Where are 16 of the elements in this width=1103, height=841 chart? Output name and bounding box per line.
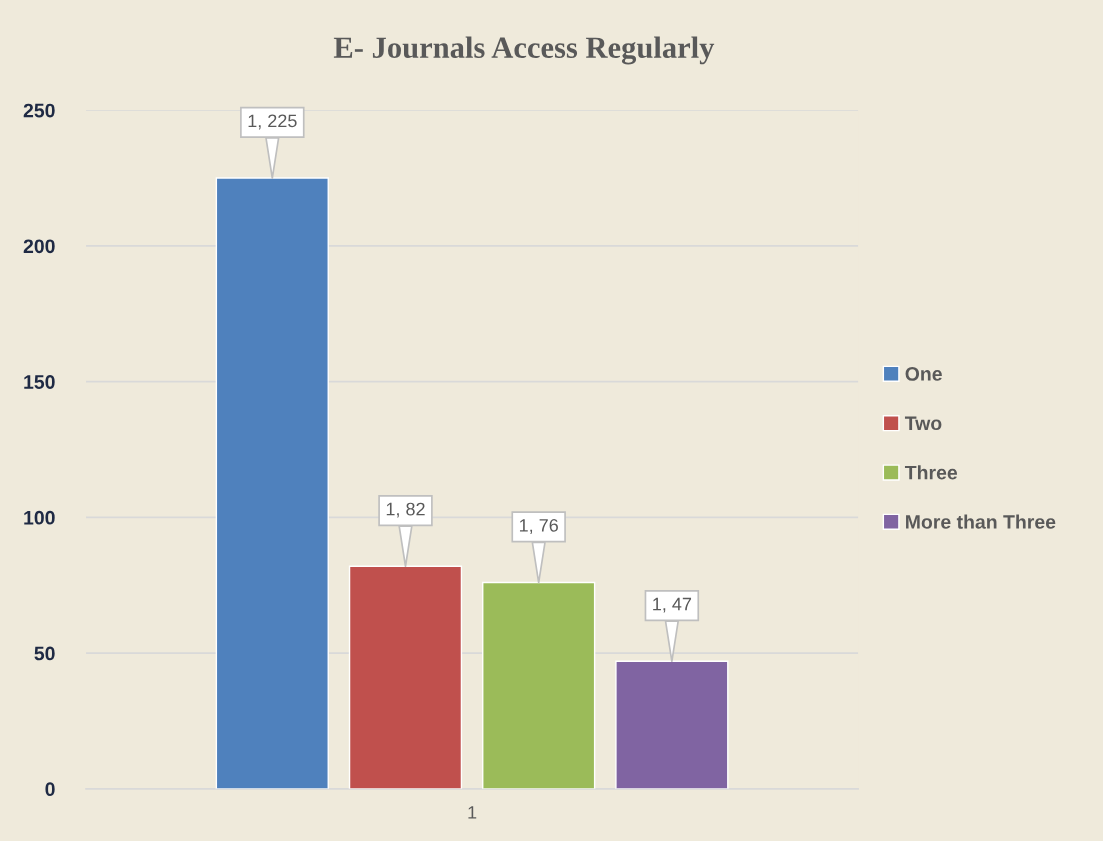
x-tick-label: 1	[468, 806, 477, 819]
chart-title: E- Journals Access Regularly	[333, 36, 715, 65]
y-tick-label: 50	[34, 646, 55, 661]
data-label: 1, 225	[248, 114, 297, 130]
data-label: 1, 76	[519, 518, 558, 534]
y-tick-label: 100	[24, 510, 55, 525]
y-tick-label: 0	[45, 782, 55, 797]
y-tick-label: 250	[23, 103, 55, 118]
y-tick-label: 200	[23, 239, 55, 254]
data-label: 1, 47	[653, 597, 692, 613]
data-label: 1, 82	[386, 502, 425, 518]
legend-label: One	[905, 367, 942, 381]
legend-label: Three	[904, 465, 958, 480]
legend-label: Two	[904, 416, 942, 431]
y-tick-label: 150	[24, 375, 55, 389]
legend-label: More than Three	[906, 514, 1056, 529]
